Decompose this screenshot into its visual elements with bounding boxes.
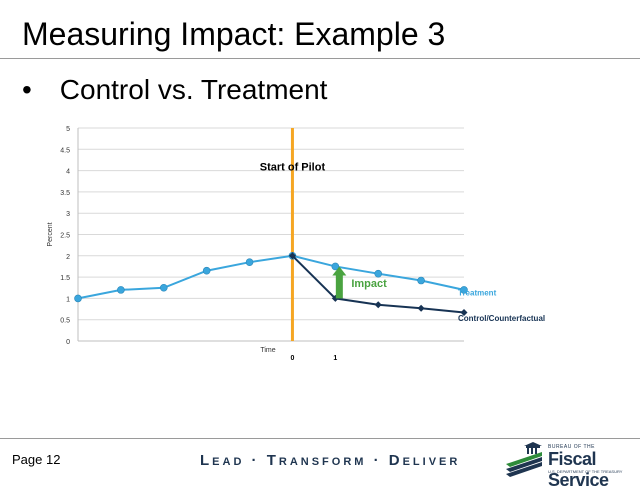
page-number: Page 12 [12,452,61,467]
y-axis-label: Percent [47,222,54,246]
control-point [288,252,296,260]
treatment-point [117,286,125,294]
slide-title: Measuring Impact: Example 3 [22,16,446,52]
treatment-series-label: Treatment [458,288,497,297]
treatment-point [74,294,82,303]
x-axis-label: Time [260,347,275,354]
y-tick-label: 1 [66,296,70,303]
control-point [417,304,425,312]
y-tick-label: 3 [66,211,70,218]
treatment-point [417,276,425,285]
y-tick-label: 4.5 [60,147,70,154]
series-line-treatment [77,254,465,300]
control-point [460,308,468,316]
impact-label: Impact [351,278,387,290]
y-tick-label: 0.5 [60,318,70,325]
treatment-point [331,262,340,271]
treatment-point [460,286,468,294]
footer-tagline: Lead · Transform · Deliver [200,452,461,469]
treatment-point [374,269,383,278]
title-divider [0,58,640,59]
x-marker-label: 1 [333,355,337,362]
logo-bureau-text: BUREAU OF THE [548,444,595,450]
logo-treasury-text: U.S. DEPARTMENT OF THE TREASURY [548,469,623,474]
control-series-label: Control/Counterfactual [458,314,545,323]
control-point [374,301,382,309]
y-tick-label: 2.5 [60,233,70,240]
impact-arrow-shaft [335,274,343,299]
y-tick-label: 1.5 [60,275,70,282]
impact-line-chart: 0 0.5 1 1.5 2 2.5 3 3.5 4 4.5 5 Percent Time 0 1 Start … [47,126,545,362]
x-marker-label: 0 [290,355,294,362]
bullet-text: Control vs. Treatment [59,74,328,105]
y-tick-label: 2 [66,254,70,261]
treatment-point [159,283,168,292]
bullet-item: • Control vs. Treatment [22,73,327,107]
treatment-point [245,258,254,266]
bullet-symbol: • [22,74,32,105]
treatment-point [202,266,211,275]
pilot-start-label: Start of Pilot [260,162,326,174]
eagle-building-logo-icon [506,442,542,477]
y-tick-label: 3.5 [60,190,70,197]
impact-arrow-head [332,266,347,276]
y-tick-label: 5 [66,126,70,133]
footer-divider [0,438,640,439]
y-tick-label: 0 [66,339,70,346]
y-tick-label: 4 [66,169,70,176]
